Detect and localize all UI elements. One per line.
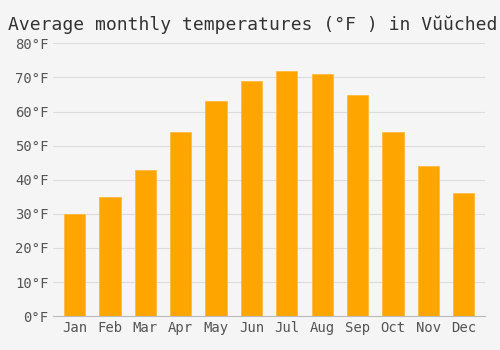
Bar <box>206 102 227 316</box>
Bar <box>100 197 120 316</box>
Bar <box>418 166 439 316</box>
Title: Average monthly temperatures (°F ) in Vŭŭchedrŭm: Average monthly temperatures (°F ) in Vŭ… <box>8 15 500 34</box>
Bar <box>170 132 192 316</box>
Bar <box>64 214 85 316</box>
Bar <box>453 194 474 316</box>
Bar <box>312 74 333 316</box>
Bar <box>276 71 297 316</box>
Bar <box>241 81 262 316</box>
Bar <box>134 169 156 316</box>
Bar <box>382 132 404 316</box>
Bar <box>347 94 368 316</box>
